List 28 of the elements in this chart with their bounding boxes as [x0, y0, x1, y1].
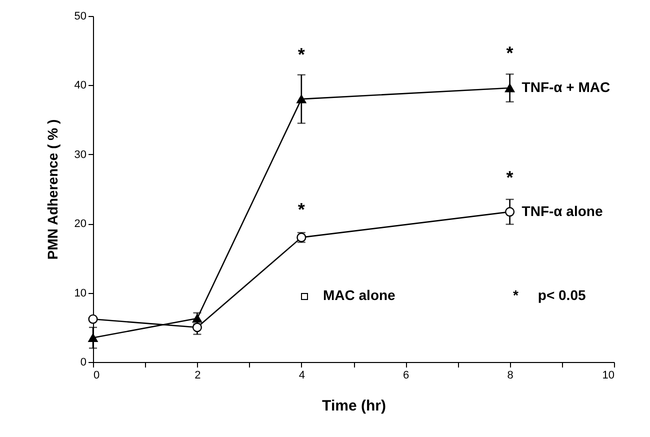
- annotation: *: [506, 43, 514, 64]
- x-tick-label: 4: [298, 370, 305, 382]
- annotation: *: [298, 44, 305, 64]
- x-tick-label: 0: [94, 370, 100, 382]
- annotation: *: [506, 168, 514, 188]
- series-label: TNF-α alone: [522, 202, 603, 219]
- annotation: *: [298, 200, 305, 220]
- y-tick-label: 30: [74, 148, 86, 161]
- x-tick-label: 6: [403, 370, 410, 382]
- x-tick-label: 10: [602, 370, 614, 382]
- annotation: * p< 0.05: [513, 287, 586, 303]
- point: [505, 207, 515, 217]
- y-tick-label: 10: [74, 287, 86, 300]
- annotation: MAC alone: [323, 287, 396, 303]
- y-tick-label: 50: [74, 10, 86, 22]
- y-tick-label: 20: [74, 218, 86, 230]
- y-tick-label: 0: [80, 356, 86, 368]
- x-tick-label: 2: [194, 370, 201, 382]
- x-tick-label: 8: [507, 370, 514, 382]
- point: [88, 314, 98, 324]
- x-axis-title: Time (hr): [322, 398, 386, 414]
- point: [296, 94, 306, 104]
- y-tick-label: 40: [74, 80, 86, 92]
- point: [192, 322, 202, 332]
- y-axis-title: PMN Adherence ( % ): [44, 119, 60, 260]
- point: [505, 84, 515, 92]
- point: [88, 334, 98, 342]
- series-label: TNF-α + MAC: [522, 78, 610, 95]
